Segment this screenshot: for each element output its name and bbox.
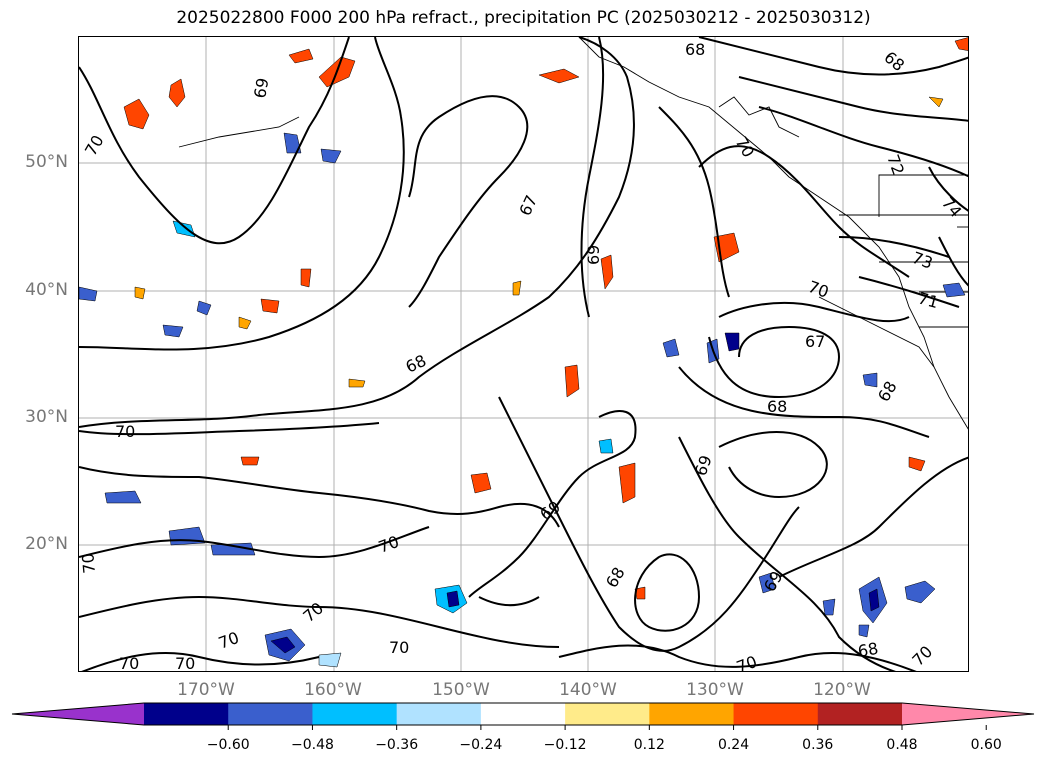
lon-label-120w: 120°W	[813, 680, 871, 700]
contour-label: 69	[584, 245, 603, 265]
colorbar-tick-label: 0.24	[717, 737, 750, 753]
contour-label: 70	[115, 422, 135, 441]
colorbar-tick-label: 0.60	[970, 737, 1002, 753]
contour-label: 71	[916, 289, 941, 313]
lon-label-170w: 170°W	[177, 680, 235, 700]
contour-label: 70	[376, 532, 402, 557]
colorbar-segment	[228, 703, 313, 725]
precip-positive	[123, 37, 968, 600]
contour-label: 72	[883, 152, 908, 178]
contour-label: 70	[175, 654, 195, 672]
contour-label: 70	[79, 552, 99, 574]
lat-label-20n: 20°N	[25, 534, 68, 554]
contour-label: 70	[806, 277, 832, 302]
colorbar	[11, 702, 1035, 730]
colorbar-tick-label: 0.36	[802, 737, 834, 753]
contour-label: 68	[880, 48, 908, 76]
plot-title: 2025022800 F000 200 hPa refract., precip…	[176, 8, 871, 28]
colorbar-segment	[565, 703, 650, 725]
lon-label-150w: 150°W	[432, 680, 490, 700]
colorbar-segment	[396, 703, 482, 725]
precip-negative	[79, 132, 966, 668]
lon-label-130w: 130°W	[686, 680, 744, 700]
colorbar-segment	[733, 703, 819, 725]
contour-labels: 70 69 67 69 68 70 68 69 69 68 70 70 70 7…	[79, 40, 966, 672]
contour-label: 70	[299, 598, 327, 626]
contour-label: 70	[732, 134, 759, 161]
colorbar-outline	[11, 702, 1035, 726]
colorbar-segment	[312, 703, 398, 725]
contour-label: 68	[602, 564, 629, 591]
colorbar-tick-label: −0.36	[375, 737, 419, 753]
contour-label: 70	[908, 642, 936, 670]
contour-label: 68	[685, 40, 705, 59]
map-panel: 70 69 67 69 68 70 68 69 69 68 70 70 70 7…	[78, 36, 969, 672]
colorbar-tick-label: −0.60	[206, 737, 250, 753]
lat-label-40n: 40°N	[25, 280, 68, 300]
contour-label: 70	[119, 654, 139, 672]
colorbar-tick-label: 0.12	[633, 737, 665, 753]
contour-label: 67	[515, 192, 541, 218]
contour-label: 67	[805, 332, 825, 351]
refractivity-contours	[79, 37, 968, 671]
contour-label: 70	[389, 638, 409, 657]
contour-label: 70	[734, 652, 760, 672]
contour-label: 68	[767, 397, 787, 416]
contour-label: 68	[856, 639, 879, 661]
lon-label-140w: 140°W	[559, 680, 617, 700]
map-canvas: 70 69 67 69 68 70 68 69 69 68 70 70 70 7…	[79, 37, 968, 672]
contour-label: 70	[216, 628, 242, 653]
colorbar-tick-label: −0.24	[459, 737, 503, 753]
colorbar-tick-label: −0.12	[543, 737, 587, 753]
contour-label: 68	[874, 378, 901, 405]
lon-label-160w: 160°W	[304, 680, 362, 700]
contour-label: 69	[250, 76, 272, 99]
colorbar-tick-label: 0.48	[886, 737, 918, 753]
coastline	[178, 37, 968, 430]
colorbar-extend-low	[12, 703, 144, 725]
colorbar-segment	[649, 703, 735, 725]
colorbar-segment	[144, 703, 229, 725]
lat-label-30n: 30°N	[25, 407, 68, 427]
contour-label: 74	[938, 193, 966, 221]
colorbar-segment	[480, 703, 566, 725]
colorbar-segment	[817, 703, 903, 725]
contour-label: 70	[81, 132, 108, 159]
colorbar-tick-label: −0.48	[290, 737, 334, 753]
lat-label-50n: 50°N	[25, 152, 68, 172]
contour-label: 69	[691, 453, 716, 479]
colorbar-extend-high	[902, 703, 1034, 725]
